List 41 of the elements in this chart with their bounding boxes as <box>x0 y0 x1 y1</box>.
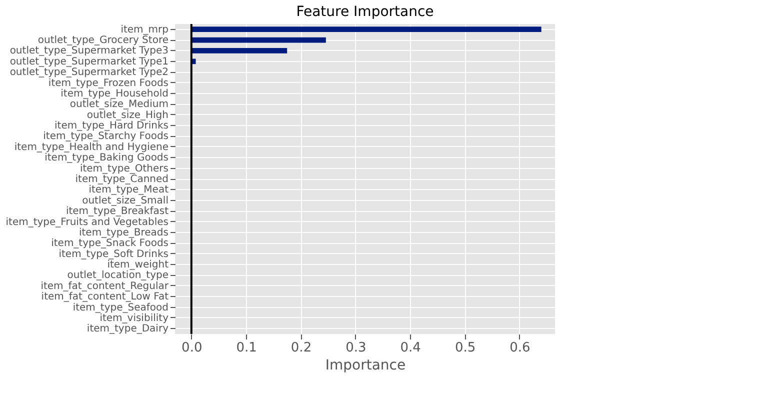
y-tick-label: outlet_type_Grocery Store <box>38 35 168 46</box>
y-tick-label: item_weight <box>107 260 169 271</box>
y-tick-label: item_fat_content_Regular <box>40 280 170 292</box>
y-tick-label: item_type_Fruits and Vegetables <box>6 216 168 228</box>
y-tick-label: outlet_type_Supermarket Type3 <box>10 46 168 57</box>
x-axis-title: Importance <box>325 358 406 374</box>
y-tick-label: item_fat_content_Low Fat <box>41 292 169 303</box>
y-tick-label: item_type_Breakfast <box>66 206 169 218</box>
y-tick-label: item_type_Starchy Foods <box>43 131 168 142</box>
y-tick-label: outlet_type_Supermarket Type1 <box>10 56 168 68</box>
x-tick-label: 0.0 <box>182 340 202 356</box>
y-tick-label: outlet_size_Medium <box>70 99 168 110</box>
x-tick-label: 0.6 <box>510 340 530 356</box>
y-tick-label: outlet_type_Supermarket Type2 <box>10 67 168 78</box>
y-tick-label: item_type_Dairy <box>86 324 169 335</box>
y-tick-label: item_type_Snack Foods <box>51 238 168 250</box>
y-tick-label: item_type_Hard Drinks <box>54 120 168 132</box>
bar <box>191 48 288 54</box>
x-tick-label: 0.2 <box>290 340 312 356</box>
y-tick-label: item_type_Seafood <box>72 302 168 314</box>
y-tick-label: item_type_Canned <box>75 174 168 185</box>
y-tick-label: item_type_Frozen Foods <box>48 78 168 89</box>
bar <box>191 26 542 32</box>
y-tick-label: outlet_size_High <box>86 110 168 121</box>
x-tick-label: 0.1 <box>236 340 257 356</box>
y-tick-label: item_visibility <box>100 312 169 324</box>
y-tick-label: item_type_Others <box>80 163 168 174</box>
y-tick-label: item_mrp <box>120 24 168 36</box>
y-tick-label: item_type_Health and Hygiene <box>14 142 168 153</box>
y-tick-label: item_type_Household <box>60 88 168 100</box>
y-tick-label: item_type_Soft Drinks <box>58 248 168 260</box>
y-tick-label: outlet_location_type <box>67 270 168 282</box>
bar <box>191 37 326 43</box>
y-tick-label: item_type_Baking Goods <box>44 152 168 164</box>
chart-title: Feature Importance <box>296 4 434 20</box>
y-tick-label: item_type_Breads <box>78 227 168 238</box>
x-tick-label: 0.5 <box>454 340 476 356</box>
y-tick-label: item_type_Meat <box>88 184 169 196</box>
y-tick-label: outlet_size_Small <box>82 195 168 206</box>
x-tick-label: 0.3 <box>346 340 366 356</box>
x-tick-label: 0.4 <box>400 340 421 356</box>
